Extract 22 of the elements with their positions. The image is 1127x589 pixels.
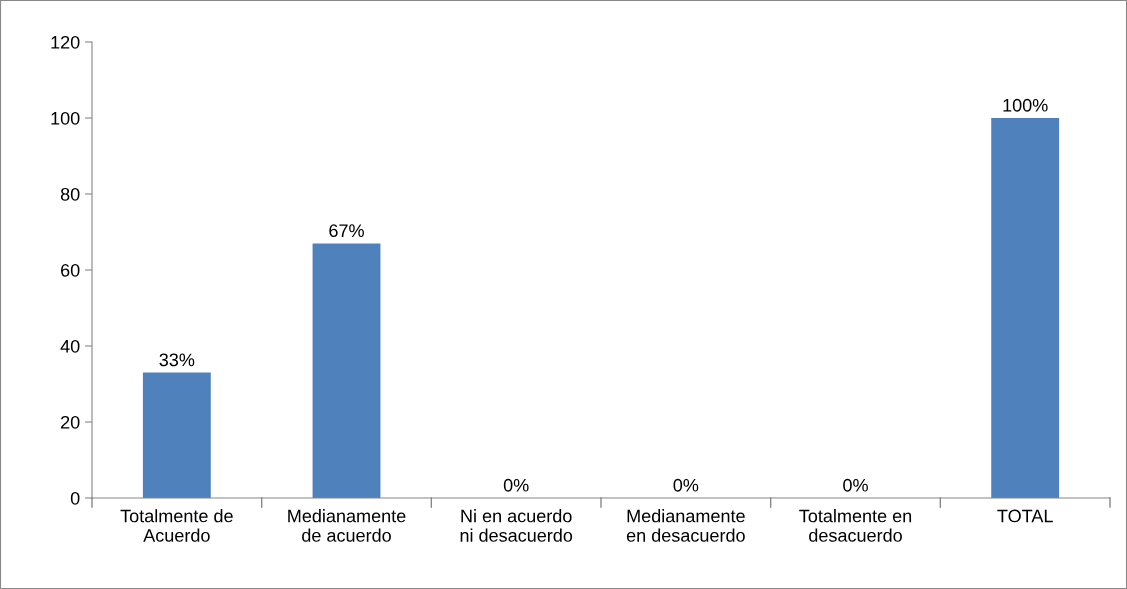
x-tick-label: Medianamente en desacuerdo: [626, 509, 745, 542]
data-label: 100%: [1003, 98, 1048, 112]
x-tick-label: TOTAL: [997, 509, 1053, 523]
bar: [312, 243, 381, 498]
y-tick-label: 40: [60, 339, 80, 353]
data-label: 67%: [329, 224, 364, 238]
data-label: 0%: [673, 478, 699, 492]
data-label: 0%: [843, 478, 868, 492]
y-tick-label: 60: [61, 263, 80, 277]
bar: [991, 118, 1060, 498]
x-tick-label: Ni en acuerdo ni desacuerdo: [460, 509, 573, 542]
y-tick-label: 80: [60, 187, 80, 201]
y-tick-label: 0: [70, 491, 80, 505]
y-tick-label: 100: [51, 111, 80, 125]
y-tick-label: 120: [51, 35, 80, 49]
y-tick-label: 20: [61, 415, 80, 429]
x-tick-label: Totalmente de Acuerdo: [120, 509, 233, 542]
bar: [142, 372, 211, 498]
x-tick-label: Totalmente en desacuerdo: [799, 509, 912, 542]
x-tick-label: Medianamente de acuerdo: [288, 509, 406, 542]
data-label: 0%: [503, 478, 529, 492]
data-label: 33%: [159, 353, 195, 367]
